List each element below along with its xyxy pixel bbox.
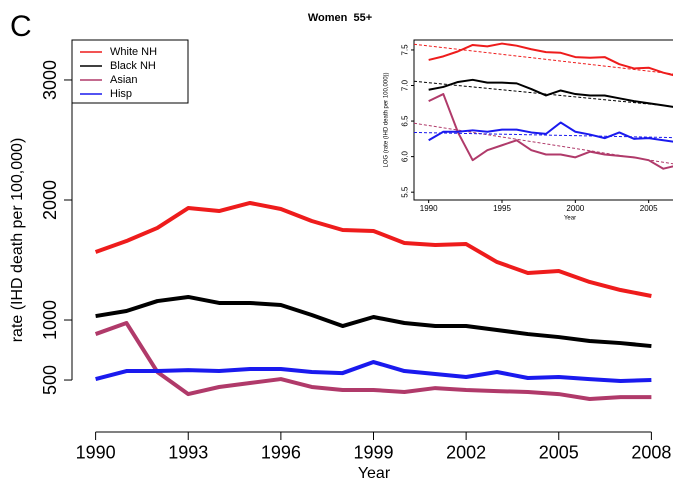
x-tick-label: 2008 — [631, 442, 671, 462]
x-tick-label: 1996 — [261, 442, 301, 462]
y-tick-label: 1000 — [40, 300, 60, 340]
x-axis-label: Year — [358, 465, 391, 482]
legend-label: Asian — [110, 74, 138, 86]
legend-box — [71, 39, 189, 104]
legend-label: White NH — [110, 46, 157, 58]
trend-line — [414, 131, 673, 139]
y-tick-label: 6.5 — [401, 115, 410, 127]
x-tick-label: 1990 — [76, 442, 116, 462]
y-tick-label: 7.0 — [401, 79, 410, 91]
trend-line — [414, 122, 673, 165]
legend-label: Black NH — [110, 60, 156, 72]
trend-line — [414, 80, 673, 107]
x-tick-label: 1995 — [493, 204, 511, 213]
x-tick-label: 2000 — [566, 204, 584, 213]
y-tick-label: 500 — [40, 365, 60, 395]
y-tick-label: 6.0 — [401, 151, 410, 163]
main-plot: 1990 1993 1996 1999 2002 2005 2008 500 1000 2000 3… — [40, 60, 671, 462]
x-tick-label: 1999 — [353, 442, 393, 462]
inset-x-axis-label: Year — [564, 216, 576, 222]
chart-title: Women 55+ — [308, 12, 372, 24]
y-axis-label: rate (IHD death per 100,000) — [9, 138, 26, 343]
x-tick-label: 2002 — [446, 442, 486, 462]
inset-plot: 1990 1995 2000 2005 5.5 6.0 6.5 7.0 7.5 — [401, 44, 659, 213]
series-line — [95, 294, 652, 349]
y-tick-label: 5.5 — [401, 186, 410, 198]
legend: White NH Black NH Asian Hisp — [80, 46, 157, 100]
y-tick-label: 7.5 — [401, 44, 410, 56]
inset-lines — [414, 42, 673, 170]
x-tick-label: 1990 — [420, 204, 438, 213]
series-line — [428, 42, 673, 77]
y-tick-label: 3000 — [40, 60, 60, 100]
x-tick-label: 2005 — [539, 442, 579, 462]
series-line — [94, 321, 652, 401]
legend-label: Hisp — [110, 88, 132, 100]
x-tick-label: 2005 — [640, 204, 658, 213]
series-line — [95, 360, 652, 383]
series-line — [428, 78, 673, 108]
series-line — [94, 200, 652, 298]
series-line — [428, 121, 673, 143]
panel-label: C — [10, 10, 32, 43]
y-tick-label: 2000 — [40, 180, 60, 220]
x-tick-label: 1993 — [168, 442, 208, 462]
inset-y-axis-label: LOG (rate (IHD death per 100,000)) — [384, 72, 390, 167]
series-line — [428, 93, 673, 170]
